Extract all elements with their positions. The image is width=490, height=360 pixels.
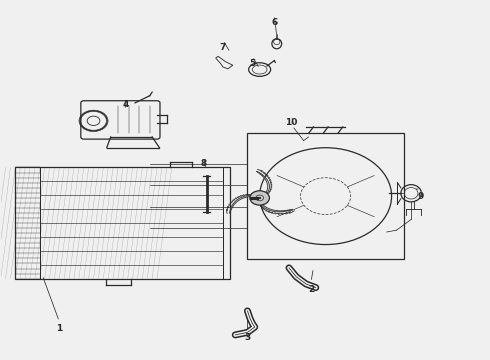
- Text: 9: 9: [417, 192, 424, 201]
- Text: 6: 6: [271, 18, 277, 27]
- Text: 5: 5: [249, 59, 255, 68]
- Text: 1: 1: [56, 324, 62, 333]
- Text: 7: 7: [220, 43, 226, 52]
- Bar: [247, 134, 404, 259]
- Polygon shape: [260, 203, 293, 212]
- Polygon shape: [256, 171, 270, 195]
- Text: 8: 8: [200, 159, 207, 168]
- Text: 4: 4: [122, 100, 128, 109]
- Text: 10: 10: [285, 118, 297, 127]
- Bar: [15, 167, 230, 279]
- Circle shape: [250, 191, 270, 205]
- Text: 2: 2: [308, 285, 314, 294]
- Text: 3: 3: [245, 333, 250, 342]
- Polygon shape: [230, 195, 253, 213]
